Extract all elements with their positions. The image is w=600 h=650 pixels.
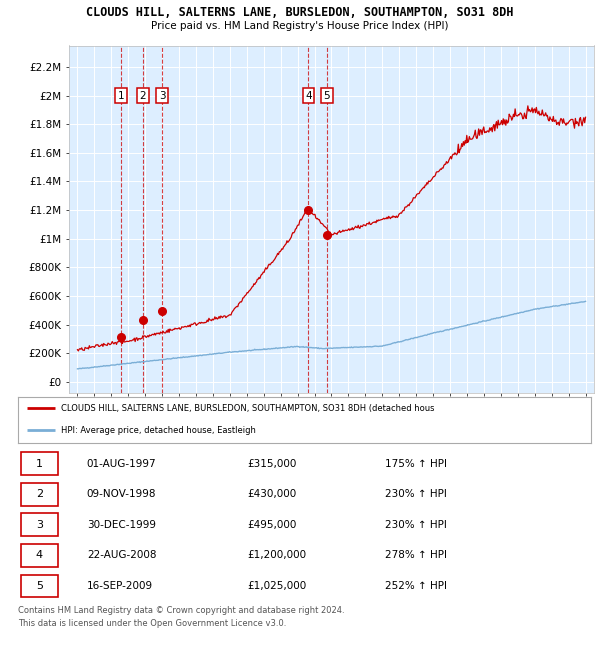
- Text: 5: 5: [36, 581, 43, 591]
- Text: £1,025,000: £1,025,000: [247, 581, 307, 591]
- Text: £495,000: £495,000: [247, 520, 296, 530]
- Text: 230% ↑ HPI: 230% ↑ HPI: [385, 520, 446, 530]
- Text: 4: 4: [36, 551, 43, 560]
- Text: 01-AUG-1997: 01-AUG-1997: [87, 459, 157, 469]
- Text: 4: 4: [305, 90, 312, 101]
- Text: Price paid vs. HM Land Registry's House Price Index (HPI): Price paid vs. HM Land Registry's House …: [151, 21, 449, 31]
- Text: £430,000: £430,000: [247, 489, 296, 499]
- Text: 175% ↑ HPI: 175% ↑ HPI: [385, 459, 447, 469]
- FancyBboxPatch shape: [21, 544, 58, 567]
- Text: This data is licensed under the Open Government Licence v3.0.: This data is licensed under the Open Gov…: [18, 619, 286, 628]
- Text: £315,000: £315,000: [247, 459, 296, 469]
- Text: 3: 3: [36, 520, 43, 530]
- Text: 230% ↑ HPI: 230% ↑ HPI: [385, 489, 446, 499]
- Text: 2: 2: [36, 489, 43, 499]
- Text: 278% ↑ HPI: 278% ↑ HPI: [385, 551, 447, 560]
- FancyBboxPatch shape: [21, 452, 58, 475]
- Text: 16-SEP-2009: 16-SEP-2009: [87, 581, 153, 591]
- Text: 09-NOV-1998: 09-NOV-1998: [87, 489, 156, 499]
- Text: CLOUDS HILL, SALTERNS LANE, BURSLEDON, SOUTHAMPTON, SO31 8DH (detached hous: CLOUDS HILL, SALTERNS LANE, BURSLEDON, S…: [61, 404, 434, 413]
- FancyBboxPatch shape: [21, 575, 58, 597]
- Text: HPI: Average price, detached house, Eastleigh: HPI: Average price, detached house, East…: [61, 426, 256, 435]
- Text: 252% ↑ HPI: 252% ↑ HPI: [385, 581, 447, 591]
- Text: Contains HM Land Registry data © Crown copyright and database right 2024.: Contains HM Land Registry data © Crown c…: [18, 606, 344, 615]
- Text: 1: 1: [118, 90, 124, 101]
- Text: 3: 3: [158, 90, 165, 101]
- Text: £1,200,000: £1,200,000: [247, 551, 307, 560]
- Text: 2: 2: [139, 90, 146, 101]
- Text: 30-DEC-1999: 30-DEC-1999: [87, 520, 156, 530]
- FancyBboxPatch shape: [21, 483, 58, 506]
- FancyBboxPatch shape: [21, 514, 58, 536]
- Text: 22-AUG-2008: 22-AUG-2008: [87, 551, 156, 560]
- Text: 5: 5: [323, 90, 330, 101]
- Text: 1: 1: [36, 459, 43, 469]
- Text: CLOUDS HILL, SALTERNS LANE, BURSLEDON, SOUTHAMPTON, SO31 8DH: CLOUDS HILL, SALTERNS LANE, BURSLEDON, S…: [86, 6, 514, 20]
